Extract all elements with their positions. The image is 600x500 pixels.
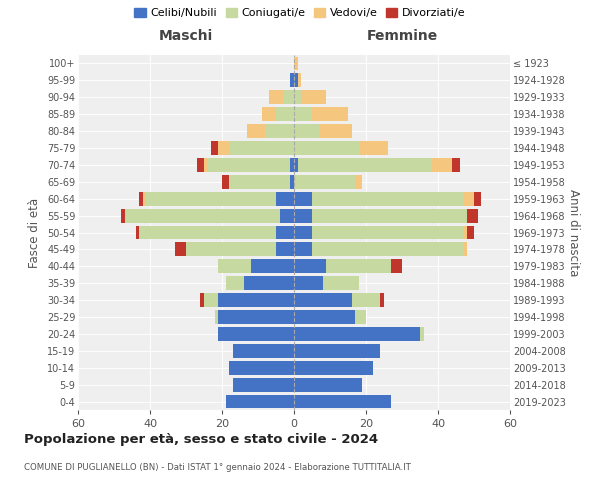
Bar (294, 74, 298, 88)
Bar (139, 192, 143, 205)
Bar (251, 260, 294, 273)
Bar (280, 208, 294, 222)
Bar (294, 327, 420, 341)
Bar (294, 293, 352, 307)
Bar (226, 276, 244, 290)
Bar (186, 242, 276, 256)
Bar (298, 74, 301, 88)
Text: Femmine: Femmine (367, 29, 437, 43)
Bar (294, 394, 391, 408)
Bar (463, 226, 467, 239)
Bar (136, 226, 139, 239)
Bar (244, 276, 294, 290)
Bar (294, 141, 359, 155)
Bar (294, 260, 326, 273)
Text: Maschi: Maschi (159, 29, 213, 43)
Bar (431, 158, 452, 172)
Bar (247, 124, 265, 138)
Text: Popolazione per età, sesso e stato civile - 2024: Popolazione per età, sesso e stato civil… (24, 432, 378, 446)
Bar (463, 192, 474, 205)
Bar (276, 226, 294, 239)
Bar (294, 226, 312, 239)
Bar (226, 394, 294, 408)
Bar (146, 192, 276, 205)
Bar (204, 158, 208, 172)
Bar (262, 107, 276, 121)
Bar (197, 158, 204, 172)
Bar (355, 175, 362, 188)
Bar (211, 141, 218, 155)
Bar (121, 208, 125, 222)
Bar (294, 208, 312, 222)
Bar (229, 141, 294, 155)
Y-axis label: Anni di nascita: Anni di nascita (566, 189, 580, 276)
Bar (294, 361, 373, 374)
Bar (312, 107, 348, 121)
Bar (467, 226, 474, 239)
Bar (222, 175, 229, 188)
Bar (294, 56, 298, 70)
Bar (215, 310, 218, 324)
Bar (229, 361, 294, 374)
Bar (294, 192, 312, 205)
Bar (326, 260, 391, 273)
Bar (143, 192, 146, 205)
Bar (276, 192, 294, 205)
Bar (175, 242, 186, 256)
Bar (265, 124, 294, 138)
Bar (290, 158, 294, 172)
Bar (269, 90, 283, 104)
Bar (312, 226, 463, 239)
Bar (380, 293, 384, 307)
Bar (125, 208, 280, 222)
Bar (276, 107, 294, 121)
Bar (420, 327, 424, 341)
Bar (218, 310, 294, 324)
Bar (463, 242, 467, 256)
Bar (312, 192, 463, 205)
Bar (301, 90, 326, 104)
Bar (294, 175, 355, 188)
Bar (208, 158, 290, 172)
Bar (294, 378, 362, 392)
Bar (200, 293, 204, 307)
Bar (204, 293, 218, 307)
Bar (294, 276, 323, 290)
Bar (467, 208, 478, 222)
Bar (294, 242, 312, 256)
Bar (474, 192, 481, 205)
Bar (218, 327, 294, 341)
Bar (312, 208, 467, 222)
Bar (298, 158, 431, 172)
Bar (352, 293, 380, 307)
Bar (218, 293, 294, 307)
Bar (312, 242, 463, 256)
Bar (294, 124, 319, 138)
Bar (452, 158, 460, 172)
Bar (218, 260, 251, 273)
Legend: Celibi/Nubili, Coniugati/e, Vedovi/e, Divorziati/e: Celibi/Nubili, Coniugati/e, Vedovi/e, Di… (132, 6, 468, 20)
Bar (359, 141, 388, 155)
Y-axis label: Fasce di età: Fasce di età (28, 198, 41, 268)
Bar (294, 344, 380, 358)
Bar (294, 310, 355, 324)
Bar (290, 74, 294, 88)
Bar (323, 276, 359, 290)
Bar (355, 310, 366, 324)
Bar (294, 107, 312, 121)
Bar (139, 226, 276, 239)
Bar (276, 242, 294, 256)
Bar (294, 158, 298, 172)
Bar (319, 124, 352, 138)
Bar (391, 260, 402, 273)
Bar (294, 90, 301, 104)
Text: COMUNE DI PUGLIANELLO (BN) - Dati ISTAT 1° gennaio 2024 - Elaborazione TUTTITALI: COMUNE DI PUGLIANELLO (BN) - Dati ISTAT … (24, 462, 411, 471)
Bar (233, 344, 294, 358)
Bar (218, 141, 229, 155)
Bar (290, 175, 294, 188)
Bar (283, 90, 294, 104)
Bar (233, 378, 294, 392)
Bar (229, 175, 290, 188)
